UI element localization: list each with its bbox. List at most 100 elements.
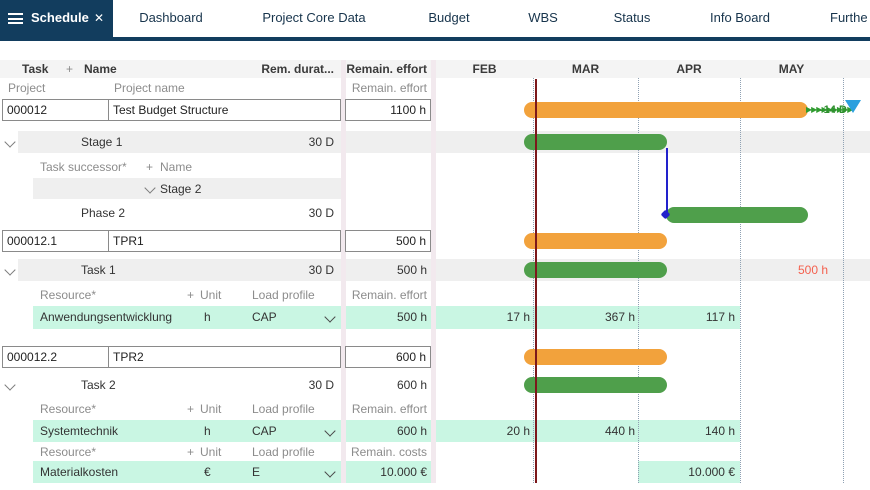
- resource2-period-mar[interactable]: 440 h: [604, 424, 635, 438]
- delay-arrows-icon: ▶▶▶▶▶▶▶▶▶: [806, 105, 853, 114]
- column-splitter-left[interactable]: [341, 60, 346, 483]
- tpr1-name-field[interactable]: TPR1: [108, 230, 341, 252]
- task1-duration: 30 D: [308, 263, 334, 277]
- close-icon[interactable]: ✕: [94, 11, 105, 25]
- resource1-name[interactable]: Anwendungsentwicklung: [40, 310, 173, 324]
- resource3-costs-cell-band: [345, 461, 431, 483]
- stage1-gantt-bar[interactable]: [524, 134, 667, 150]
- month-label-feb: FEB: [472, 62, 497, 76]
- add-resource2-button[interactable]: +: [187, 402, 195, 416]
- project-name-field[interactable]: Test Budget Structure: [108, 99, 341, 121]
- task1-gantt-bar[interactable]: [524, 262, 667, 278]
- task2-remain-effort: 600 h: [396, 378, 427, 392]
- tpr2-id-field[interactable]: 000012.2: [2, 346, 109, 368]
- resource2-header-label: Resource*: [40, 402, 97, 416]
- add-task-button[interactable]: +: [66, 62, 74, 76]
- tab-info-board[interactable]: Info Board: [710, 10, 770, 25]
- month-label-mar: MAR: [571, 62, 600, 76]
- tab-bar-underline: [0, 37, 870, 41]
- resource3-unit: €: [204, 465, 211, 479]
- tab-wbs[interactable]: WBS: [528, 10, 558, 25]
- resource2-effort-cell-band: [345, 420, 431, 442]
- resource2-unit: h: [204, 424, 211, 438]
- tpr2-gantt-bar[interactable]: [524, 349, 667, 365]
- subheader-project: Project: [8, 81, 46, 95]
- resource2-period-band: [436, 420, 740, 442]
- resource3-row-band: [33, 461, 341, 483]
- resource1-period-feb[interactable]: 17 h: [506, 310, 530, 324]
- active-tab-label: Schedule: [31, 10, 89, 25]
- resource1-effort-cell-band: [345, 306, 431, 329]
- tab-schedule-active[interactable]: Schedule ✕: [0, 0, 113, 37]
- resource2-load-profile: CAP: [252, 424, 277, 438]
- resource1-period-mar[interactable]: 367 h: [604, 310, 635, 324]
- tpr1-gantt-bar[interactable]: [524, 233, 667, 249]
- gridline-jun: [843, 78, 844, 483]
- resource2-period-feb[interactable]: 20 h: [506, 424, 530, 438]
- resource1-row-band: [33, 306, 341, 329]
- task1-name: Task 1: [81, 263, 116, 277]
- resource3-remain-costs: 10.000 €: [380, 465, 427, 479]
- gridline-mar: [533, 78, 534, 483]
- resource2-name[interactable]: Systemtechnik: [40, 424, 119, 438]
- milestone-marker-icon[interactable]: [845, 100, 861, 113]
- resource2-row-band: [33, 420, 341, 442]
- resource1-header-unit: Unit: [200, 288, 222, 302]
- add-successor-button[interactable]: +: [146, 160, 154, 174]
- successor-header-label: Task successor*: [40, 160, 127, 174]
- resource2-period-apr[interactable]: 140 h: [704, 424, 735, 438]
- project-gantt-bar[interactable]: [524, 102, 808, 118]
- phase2-gantt-bar[interactable]: [666, 207, 808, 223]
- tab-further[interactable]: Furthe: [830, 10, 868, 25]
- project-remain-effort-field[interactable]: 1100 h: [345, 99, 431, 121]
- tpr1-remain-effort-field[interactable]: 500 h: [345, 230, 431, 252]
- phase2-name: Phase 2: [81, 206, 126, 220]
- add-resource1-button[interactable]: +: [187, 288, 195, 302]
- resource2-header-unit: Unit: [200, 402, 222, 416]
- resource1-header-label: Resource*: [40, 288, 97, 302]
- gridline-apr: [638, 78, 639, 483]
- subheader-project-name: Project name: [114, 81, 185, 95]
- resource3-header-remain: Remain. costs: [350, 445, 427, 459]
- successor-link-line: [666, 148, 668, 216]
- project-delay-label: -14 D: [820, 104, 847, 116]
- tab-project-core-data[interactable]: Project Core Data: [262, 10, 366, 25]
- tab-status[interactable]: Status: [613, 10, 651, 25]
- tab-dashboard[interactable]: Dashboard: [139, 10, 203, 25]
- resource3-header-label: Resource*: [40, 445, 97, 459]
- resource3-name[interactable]: Materialkosten: [40, 465, 119, 479]
- column-splitter-right[interactable]: [431, 60, 436, 483]
- successor-header-name: Name: [160, 160, 193, 174]
- resource3-load-profile: E: [252, 465, 261, 479]
- resource1-header-remain: Remain. effort: [351, 288, 427, 302]
- tpr2-remain-effort-field[interactable]: 600 h: [345, 346, 431, 368]
- resource1-period-band: [436, 306, 740, 329]
- collapse-task2-icon[interactable]: [4, 379, 16, 391]
- stage1-duration: 30 D: [308, 135, 334, 149]
- resource1-period-apr[interactable]: 117 h: [705, 310, 735, 324]
- resource3-period-apr[interactable]: 10.000 €: [688, 465, 735, 479]
- collapse-task1-icon[interactable]: [4, 264, 16, 276]
- collapse-stage1-icon[interactable]: [4, 136, 16, 148]
- stage1-row-band: [18, 131, 870, 153]
- resource3-header-unit: Unit: [200, 445, 222, 459]
- col-header-remain-effort: Remain. effort: [346, 62, 427, 76]
- hamburger-menu-icon[interactable]: [8, 13, 23, 24]
- phase2-duration: 30 D: [308, 206, 334, 220]
- resource1-header-load-profile: Load profile: [252, 288, 315, 302]
- tpr1-id-field[interactable]: 000012.1: [2, 230, 109, 252]
- subheader-remain-effort: Remain. effort: [351, 81, 427, 95]
- project-id-field[interactable]: 000012: [2, 99, 109, 121]
- col-header-name: Name: [84, 62, 117, 76]
- add-resource3-button[interactable]: +: [187, 445, 195, 459]
- tab-budget[interactable]: Budget: [428, 10, 470, 25]
- tab-bar: Schedule ✕ Dashboard Project Core Data B…: [0, 0, 870, 37]
- stage2-row-band: [33, 178, 341, 199]
- task2-gantt-bar[interactable]: [524, 377, 667, 393]
- gridline-may: [740, 78, 741, 483]
- resource1-load-profile: CAP: [252, 310, 277, 324]
- col-header-rem-durat: Rem. durat...: [261, 62, 334, 76]
- tpr2-name-field[interactable]: TPR2: [108, 346, 341, 368]
- month-label-may: MAY: [778, 62, 805, 76]
- resource3-header-load-profile: Load profile: [252, 445, 315, 459]
